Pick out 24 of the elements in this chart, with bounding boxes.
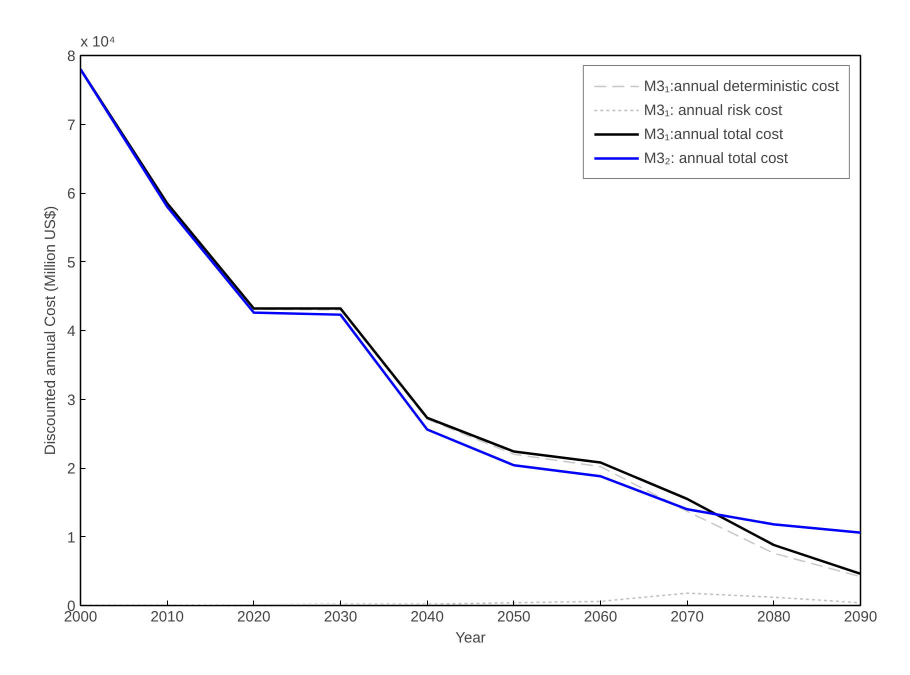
x-tick-label: 2020 — [237, 608, 271, 626]
text: x 10⁴ — [80, 34, 116, 50]
y-tick-label: 5 — [67, 254, 76, 272]
x-tick-label: 2010 — [150, 608, 184, 626]
y-tick-label: 1 — [67, 529, 76, 546]
y-tick-label: 7 — [67, 116, 76, 134]
legend-label: M3₁:annual deterministic cost — [644, 78, 839, 94]
x-tick-label: 2070 — [670, 608, 704, 626]
x-tick-label: 2060 — [584, 608, 618, 626]
legend-label: M3₁: annual risk cost — [644, 102, 782, 118]
x-tick-label: 2080 — [757, 608, 791, 626]
x-tick-label: 2030 — [324, 608, 358, 626]
y-tick-label: 2 — [67, 460, 76, 478]
legend-label: M3₁:annual total cost — [644, 126, 784, 142]
y-tick-label: 6 — [67, 186, 76, 202]
x-axis-title: Year — [455, 630, 486, 646]
x-tick-label: 2050 — [497, 608, 531, 626]
x-tick-label: 2040 — [410, 608, 444, 626]
y-axis-title: Discounted annual Cost (Million US$) — [42, 206, 60, 456]
y-tick-label: 8 — [67, 48, 76, 65]
x-tick-label: 2090 — [844, 608, 878, 626]
y-tick-label: 4 — [67, 323, 76, 340]
legend-label: M3₂: annual total cost — [644, 150, 788, 166]
y-tick-label: 3 — [67, 392, 76, 409]
